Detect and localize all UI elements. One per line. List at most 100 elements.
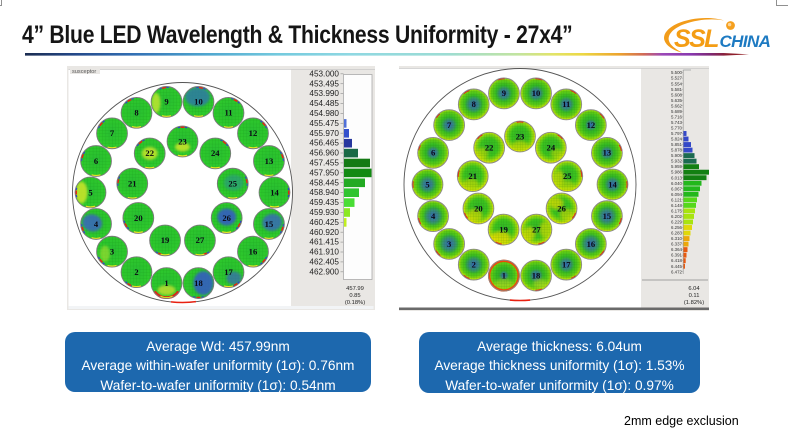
svg-text:22: 22	[145, 148, 154, 158]
svg-text:5.878: 5.878	[671, 148, 683, 153]
svg-text:5: 5	[425, 179, 429, 189]
svg-text:6.337: 6.337	[671, 242, 683, 247]
svg-text:457.455: 457.455	[309, 159, 339, 168]
svg-text:16: 16	[587, 239, 596, 249]
svg-text:12: 12	[587, 120, 596, 130]
svg-text:22: 22	[485, 143, 494, 153]
svg-text:5.824: 5.824	[671, 137, 683, 142]
svg-text:CHINA: CHINA	[720, 32, 771, 51]
svg-text:21: 21	[128, 178, 137, 188]
svg-text:6.202: 6.202	[671, 214, 683, 219]
svg-text:5.662: 5.662	[671, 103, 683, 108]
svg-text:12: 12	[249, 128, 258, 138]
svg-text:461.415: 461.415	[309, 238, 339, 247]
svg-text:20: 20	[474, 203, 483, 213]
svg-text:6.418: 6.418	[671, 258, 683, 263]
svg-text:24: 24	[211, 148, 220, 158]
svg-text:5.905: 5.905	[671, 153, 683, 158]
svg-text:455.475: 455.475	[309, 119, 339, 128]
svg-text:453.000: 453.000	[309, 69, 339, 78]
svg-text:25: 25	[563, 171, 572, 181]
svg-text:15: 15	[603, 211, 612, 221]
svg-text:7: 7	[110, 128, 115, 138]
svg-text:26: 26	[222, 213, 231, 223]
svg-text:5.608: 5.608	[671, 92, 683, 97]
svg-text:6.040: 6.040	[671, 181, 683, 186]
svg-text:4: 4	[94, 219, 99, 229]
svg-text:454.485: 454.485	[309, 99, 339, 108]
svg-text:27: 27	[532, 224, 541, 234]
svg-text:11: 11	[562, 99, 570, 109]
svg-text:27: 27	[196, 235, 205, 245]
svg-text:8: 8	[472, 99, 477, 109]
svg-text:5.554: 5.554	[671, 81, 683, 86]
svg-text:5.635: 5.635	[671, 98, 683, 103]
svg-text:455.970: 455.970	[309, 129, 339, 138]
svg-text:2: 2	[472, 259, 476, 269]
svg-text:5.716: 5.716	[671, 114, 683, 119]
svg-text:6.364: 6.364	[671, 247, 683, 252]
svg-text:15: 15	[265, 219, 274, 229]
svg-text:460.920: 460.920	[309, 228, 339, 237]
svg-text:16: 16	[249, 246, 258, 256]
svg-text:8: 8	[134, 108, 139, 118]
svg-text:11: 11	[224, 108, 232, 118]
svg-text:23: 23	[516, 131, 525, 141]
svg-text:6.094: 6.094	[671, 192, 683, 197]
svg-text:460.425: 460.425	[309, 218, 339, 227]
svg-text:26: 26	[557, 203, 566, 213]
svg-text:457.950: 457.950	[309, 168, 339, 177]
svg-text:5.743: 5.743	[671, 120, 683, 125]
svg-text:453.495: 453.495	[309, 79, 339, 88]
svg-text:17: 17	[562, 259, 571, 269]
svg-text:6.445: 6.445	[671, 264, 683, 269]
svg-text:6.229: 6.229	[671, 220, 683, 225]
svg-text:17: 17	[224, 267, 233, 277]
svg-text:25: 25	[228, 178, 237, 188]
svg-text:453.990: 453.990	[309, 89, 339, 98]
svg-text:456.960: 456.960	[309, 149, 339, 158]
svg-text:(1.82%): (1.82%)	[684, 300, 704, 306]
svg-text:susceptor: susceptor	[72, 69, 96, 75]
svg-text:462.405: 462.405	[309, 258, 339, 267]
svg-text:6.256: 6.256	[671, 225, 683, 230]
svg-text:9: 9	[502, 88, 506, 98]
svg-text:5.527: 5.527	[671, 76, 683, 81]
svg-text:6.175: 6.175	[671, 208, 683, 213]
svg-text:21: 21	[468, 171, 477, 181]
svg-text:5.689: 5.689	[671, 109, 683, 114]
svg-text:454.980: 454.980	[309, 109, 339, 118]
svg-text:5: 5	[88, 187, 92, 197]
svg-text:6.04: 6.04	[688, 286, 700, 292]
svg-text:4: 4	[431, 211, 436, 221]
svg-text:6.283: 6.283	[671, 231, 683, 236]
svg-text:6.310: 6.310	[671, 236, 683, 241]
svg-text:20: 20	[134, 213, 143, 223]
svg-text:6.472: 6.472	[671, 269, 683, 274]
svg-text:5.797: 5.797	[671, 131, 683, 136]
svg-text:0.85: 0.85	[349, 293, 360, 299]
svg-text:5.770: 5.770	[671, 126, 683, 131]
svg-text:0.11: 0.11	[689, 293, 700, 299]
svg-text:459.435: 459.435	[309, 198, 339, 207]
svg-text:10: 10	[194, 97, 203, 107]
svg-text:6.121: 6.121	[671, 197, 683, 202]
svg-text:5.581: 5.581	[671, 87, 683, 92]
svg-text:6.391: 6.391	[671, 253, 683, 258]
svg-text:24: 24	[547, 143, 556, 153]
svg-text:461.910: 461.910	[309, 248, 339, 257]
svg-text:23: 23	[178, 136, 187, 146]
svg-text:SSL: SSL	[674, 25, 718, 53]
svg-text:459.930: 459.930	[309, 208, 339, 217]
svg-text:6.067: 6.067	[671, 186, 683, 191]
svg-text:462.900: 462.900	[309, 267, 339, 276]
svg-text:5.500: 5.500	[671, 70, 683, 75]
svg-text:18: 18	[532, 270, 541, 280]
svg-text:6: 6	[94, 156, 99, 166]
svg-text:458.445: 458.445	[309, 178, 339, 187]
svg-text:6: 6	[431, 148, 436, 158]
svg-text:458.940: 458.940	[309, 188, 339, 197]
svg-text:13: 13	[603, 148, 612, 158]
svg-text:6.013: 6.013	[671, 175, 683, 180]
svg-text:3: 3	[447, 239, 451, 249]
